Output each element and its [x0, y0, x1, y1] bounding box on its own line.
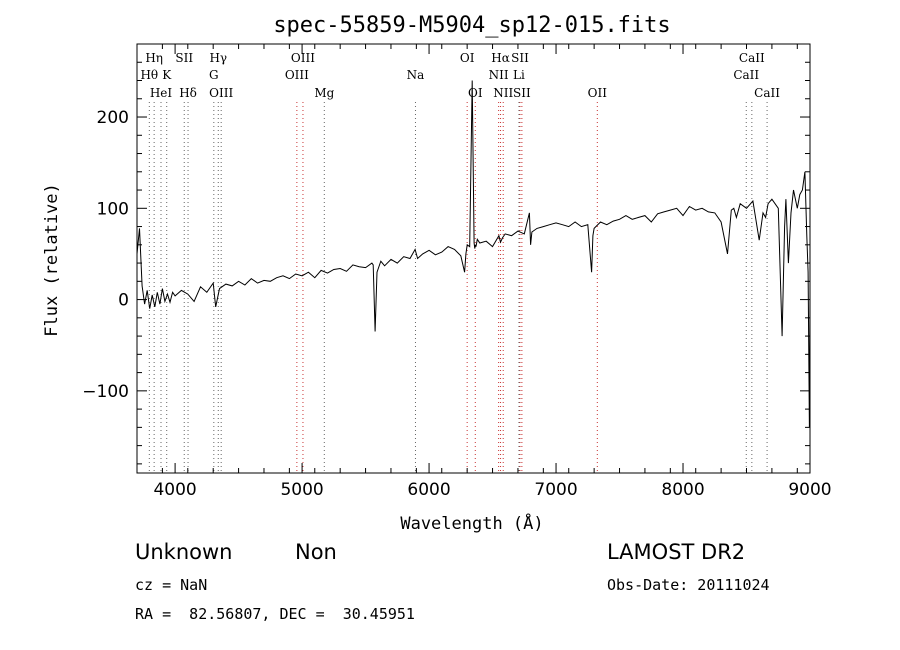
spectrum-series-line [136, 80, 811, 428]
line-label: SII [513, 86, 531, 100]
y-tick-label: 0 [118, 291, 129, 311]
line-label: OI [468, 86, 483, 100]
line-label: Hα [491, 51, 510, 65]
chart-title: spec-55859-M5904_sp12-015.fits [273, 13, 670, 38]
x-tick-label: 4000 [153, 480, 196, 500]
line-label: G [209, 68, 219, 82]
y-tick-label: 100 [97, 199, 129, 219]
line-label: Na [407, 68, 425, 82]
line-label: OIII [285, 68, 309, 82]
line-label: K [162, 68, 172, 82]
x-tick-label: 8000 [661, 480, 704, 500]
y-tick-label: 200 [97, 108, 129, 128]
line-label: OIII [291, 51, 315, 65]
x-tick-label: 9000 [788, 480, 831, 500]
y-axis: −100 0 100 200 [82, 43, 810, 465]
line-markers [148, 102, 768, 473]
line-label: Li [513, 68, 525, 82]
line-label: SII [175, 51, 193, 65]
x-axis: 4000 5000 6000 7000 8000 9000 [136, 44, 832, 500]
plot-frame [136, 43, 811, 474]
line-label: Hδ [179, 86, 197, 100]
line-label: Hθ [140, 68, 158, 82]
line-label: CaII [739, 51, 765, 65]
line-label: HeI [150, 86, 173, 100]
x-tick-label: 5000 [280, 480, 323, 500]
line-label: Mg [314, 86, 334, 100]
line-label: CaII [733, 68, 759, 82]
object-class: Unknown [135, 540, 233, 564]
line-label: CaII [754, 86, 780, 100]
line-label: Hγ [209, 51, 227, 65]
survey-name: LAMOST DR2 [607, 540, 746, 564]
y-tick-label: −100 [82, 382, 129, 402]
x-tick-label: 6000 [407, 480, 450, 500]
line-labels: Hη Hθ K HeI SII Hδ Hγ G OIII OIII OIII Mg Na OI OI Hα NI… [140, 51, 780, 100]
x-tick-label: 7000 [534, 480, 577, 500]
y-axis-label: Flux (relative) [42, 183, 62, 337]
line-label: Hη [145, 51, 163, 65]
line-label: OI [460, 51, 475, 65]
x-axis-label: Wavelength (Å) [400, 512, 543, 534]
line-label: OII [588, 86, 608, 100]
line-label: OIII [209, 86, 233, 100]
object-subclass: Non [295, 540, 337, 564]
line-label: NII [489, 68, 509, 82]
observation-date: Obs-Date: 20111024 [607, 576, 770, 594]
line-label: NII [493, 86, 513, 100]
coordinates: RA = 82.56807, DEC = 30.45951 [135, 605, 415, 623]
redshift-cz: cz = NaN [135, 576, 208, 594]
line-label: SII [511, 51, 529, 65]
